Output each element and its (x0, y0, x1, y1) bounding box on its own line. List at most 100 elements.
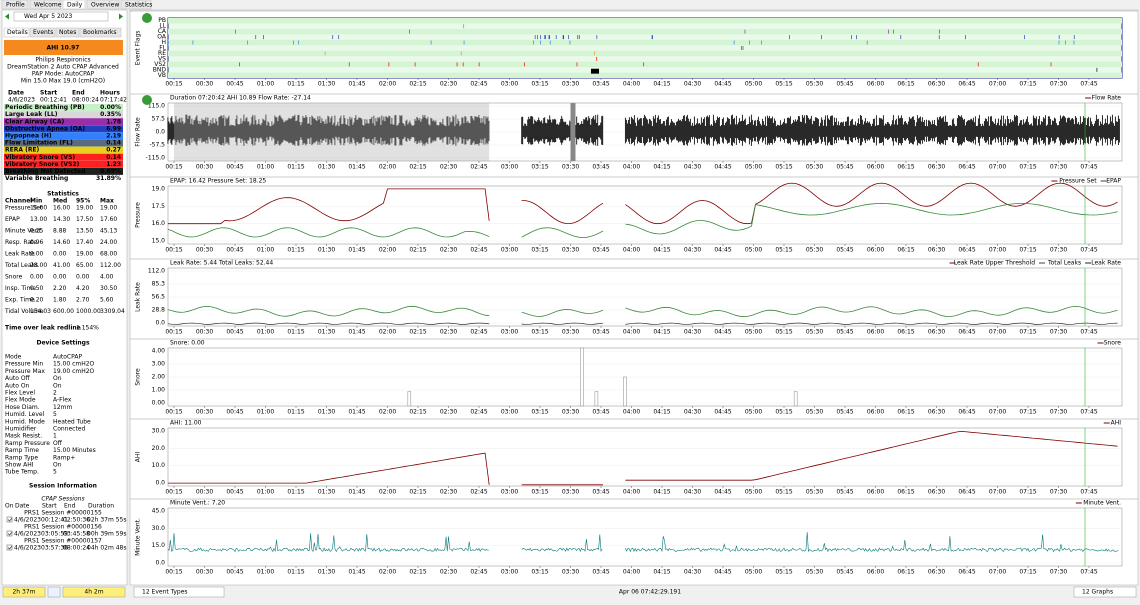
x-tick-label: 07:30 (1050, 489, 1067, 496)
event-types-combo[interactable] (133, 586, 225, 598)
session-checkbox[interactable] (6, 516, 13, 523)
stat-header: Channel (5, 198, 32, 205)
session-checkbox[interactable] (6, 544, 13, 551)
detail-tab[interactable] (29, 27, 56, 38)
stat-channel: Snore (5, 274, 23, 281)
stat-cell: 28.00 (30, 262, 47, 269)
x-tick-label: 07:45 (1080, 489, 1097, 496)
session-checkbox[interactable] (6, 530, 13, 537)
x-tick-label: 04:30 (684, 569, 701, 576)
graph-header: AHI: 11.00 (170, 420, 202, 427)
event-name: Periodic Breathing (PB) (5, 104, 85, 111)
y-tick-label: 15.0 (152, 542, 166, 549)
snore-bar (580, 347, 584, 407)
device-setting-name: Ramp Type (5, 454, 38, 461)
trace (167, 452, 490, 485)
y-axis-label: Event Flags (135, 31, 142, 66)
x-tick-label: 04:00 (623, 164, 640, 171)
sessions-title: Session Information (29, 483, 97, 490)
menu-tab[interactable] (29, 0, 62, 10)
session-cell: 4/6/2023 (14, 531, 41, 538)
x-tick-label: 01:00 (257, 247, 274, 254)
device-setting-name: Flex Mode (5, 397, 36, 404)
device-setting-value: 1 (53, 433, 57, 440)
statistics-title: Statistics (47, 191, 79, 198)
legend-label: Flow Rate (1092, 95, 1122, 102)
x-tick-label: 06:45 (958, 247, 975, 254)
detail-tab[interactable] (79, 27, 122, 38)
x-tick-label: 07:15 (1019, 569, 1036, 576)
x-tick-label: 07:00 (989, 489, 1006, 496)
x-tick-label: 05:30 (806, 569, 823, 576)
stat-cell: 2.70 (76, 297, 90, 304)
detail-tab[interactable] (3, 27, 30, 38)
trace (625, 182, 1118, 225)
flag-label: H (161, 39, 166, 46)
flag-label: OA (157, 34, 167, 41)
x-tick-label: 02:15 (409, 329, 426, 336)
trace (521, 322, 604, 326)
menu-tab[interactable] (86, 0, 120, 10)
event-row (4, 111, 123, 119)
device-setting-value: 19.00 cmH2O (53, 368, 95, 375)
x-tick-label: 04:30 (684, 329, 701, 336)
x-tick-label: 00:15 (165, 489, 182, 496)
bottom-btn[interactable] (62, 586, 126, 598)
stat-channel: EPAP (5, 216, 20, 223)
y-tick-label: 16.0 (152, 220, 166, 227)
x-tick-label: 07:00 (989, 569, 1006, 576)
session-header: On (5, 503, 14, 510)
menu-tab[interactable] (62, 0, 86, 10)
x-tick-label: 01:45 (348, 247, 365, 254)
date-picker[interactable] (13, 11, 109, 22)
stat-cell: 2.20 (53, 285, 67, 292)
session-name: PRS1 Session #00000157 (24, 538, 102, 545)
trace (625, 431, 1118, 481)
x-tick-label: 03:15 (531, 247, 548, 254)
flag-label: LL (159, 23, 166, 30)
x-tick-label: 04:15 (653, 569, 670, 576)
x-tick-label: 04:00 (623, 489, 640, 496)
y-tick-label: 0.0 (155, 560, 165, 567)
x-tick-label: 00:15 (165, 329, 182, 336)
session-cell: 00:12:41 (41, 517, 68, 524)
detail-tab[interactable] (55, 27, 80, 38)
menu-tab[interactable] (1, 0, 29, 10)
legend-label: Leak Rate (1091, 260, 1121, 267)
device-setting-name: Mode (5, 354, 22, 361)
event-value: 2.19 (106, 133, 121, 140)
bottom-btn[interactable] (47, 586, 61, 598)
x-tick-label: 03:00 (501, 329, 518, 336)
device-setting-value: Off (53, 440, 63, 447)
summary-header: Hours (100, 90, 120, 97)
snore-bar (594, 391, 599, 407)
event-name: Vibratory Snore (VS) (5, 154, 75, 161)
x-tick-label: 05:00 (745, 247, 762, 254)
detail-tab-label: Events (33, 29, 53, 36)
large-leak (174, 103, 490, 161)
flow-wave (624, 114, 1120, 146)
x-tick-label: 07:30 (1050, 81, 1067, 88)
graphs-combo[interactable] (1073, 586, 1137, 598)
x-tick-label: 04:30 (684, 489, 701, 496)
x-tick-label: 04:45 (714, 164, 731, 171)
x-tick-label: 03:00 (501, 569, 518, 576)
x-tick-label: 01:45 (348, 164, 365, 171)
x-tick-label: 06:45 (958, 164, 975, 171)
stat-cell: 19.00 (100, 205, 117, 212)
bottom-btn[interactable] (2, 586, 46, 598)
x-tick-label: 07:15 (1019, 81, 1036, 88)
x-tick-label: 07:15 (1019, 247, 1036, 254)
menu-tab[interactable] (120, 0, 152, 10)
x-tick-label: 05:15 (775, 569, 792, 576)
event-row (4, 104, 123, 111)
stat-cell: 0.00 (53, 274, 67, 281)
session-time: 2h 37m (12, 589, 35, 596)
event-row (4, 153, 123, 161)
flag-label: VS2 (154, 61, 166, 68)
x-tick-label: 05:45 (836, 569, 853, 576)
stat-cell: 15.00 (30, 205, 47, 212)
x-tick-label: 07:15 (1019, 489, 1036, 496)
stat-cell: 8.88 (53, 228, 67, 235)
x-tick-label: 04:45 (714, 81, 731, 88)
